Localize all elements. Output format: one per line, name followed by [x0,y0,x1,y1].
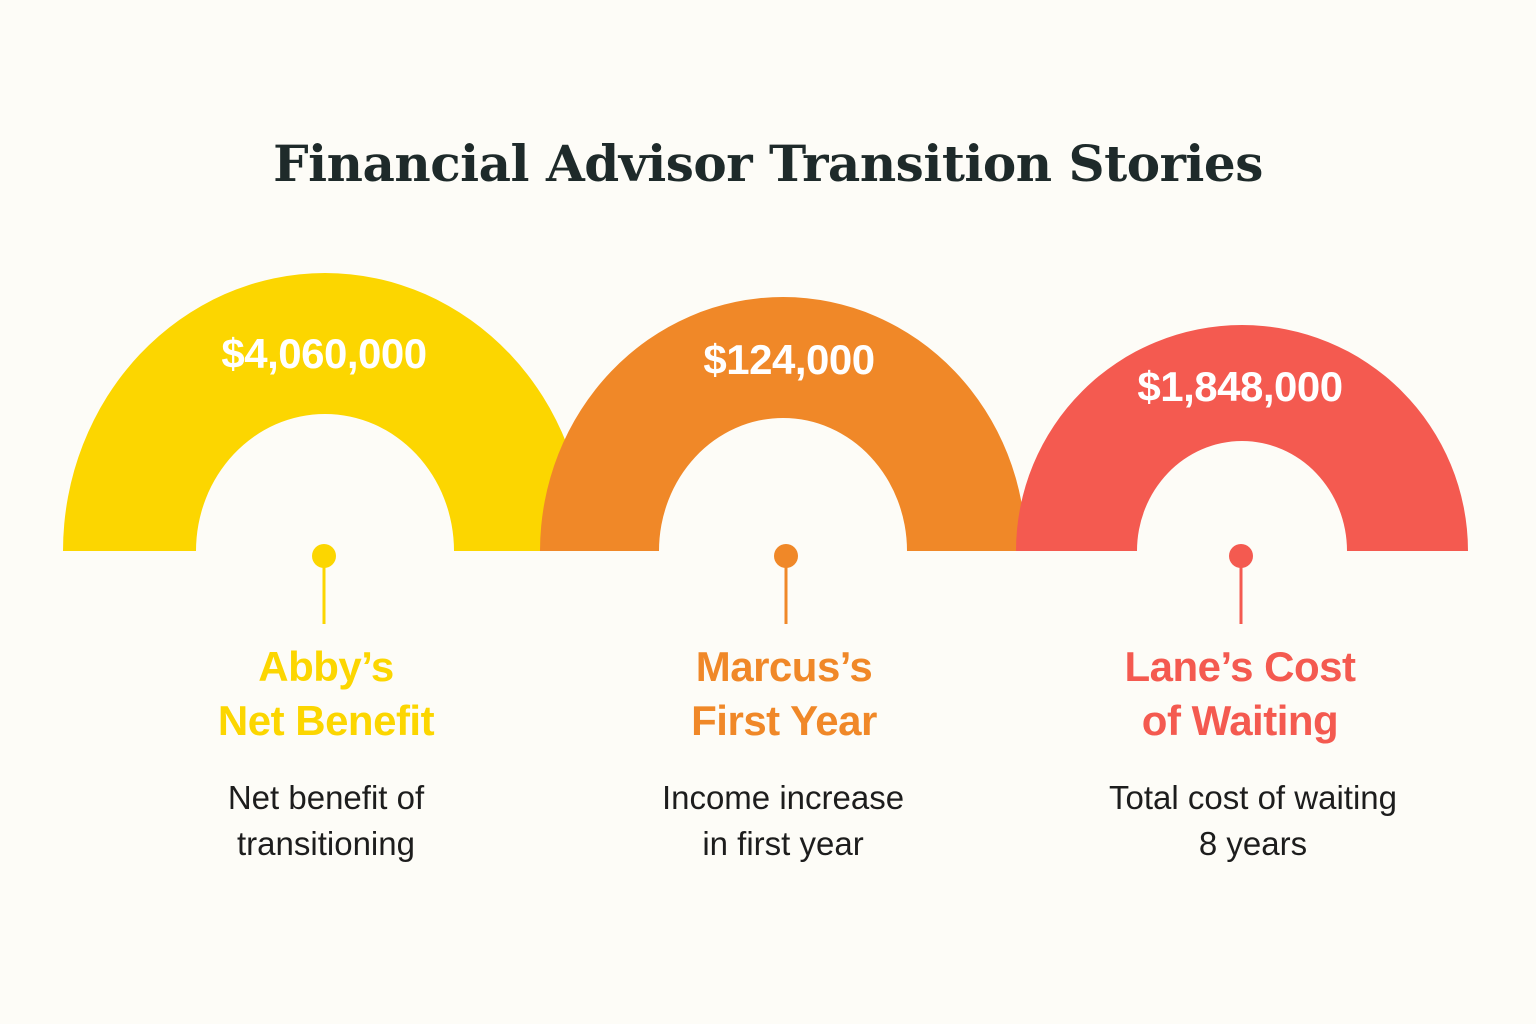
abby-title-line1: Abby’s [258,643,394,690]
lane-title-line1: Lane’s Cost [1124,643,1357,690]
marcus-arch [540,297,1026,551]
marcus-desc-line2: in first year [702,825,864,862]
lane-description: Total cost of waiting 8 years [1078,775,1428,867]
abby-pin-marker [312,544,336,624]
abby-arch [63,273,587,551]
marcus-story-title: Marcus’s First Year [634,640,934,748]
abby-description: Net benefit of transitioning [176,775,476,867]
lane-amount: $1,848,000 [1137,363,1343,410]
lane-desc-line1: Total cost of waiting [1109,779,1397,816]
lane-pin-marker [1229,544,1253,624]
page-title: Financial Advisor Transition Stories [273,134,1263,193]
lane-desc-line2: 8 years [1198,825,1308,862]
abby-desc-line1: Net benefit of [227,779,425,816]
lane-arch [1016,325,1468,551]
marcus-title-line2: First Year [691,697,877,744]
abby-desc-line2: transitioning [237,825,415,862]
lane-story-title: Lane’s Cost of Waiting [1090,640,1390,748]
abby-story-title: Abby’s Net Benefit [176,640,476,748]
marcus-pin-marker [774,544,798,624]
marcus-amount: $124,000 [703,336,875,383]
marcus-desc-line1: Income increase [661,779,905,816]
marcus-title-line1: Marcus’s [695,643,873,690]
abby-title-line2: Net Benefit [217,697,435,744]
marcus-description: Income increase in first year [628,775,938,867]
abby-amount: $4,060,000 [221,330,427,377]
lane-title-line2: of Waiting [1141,697,1339,744]
